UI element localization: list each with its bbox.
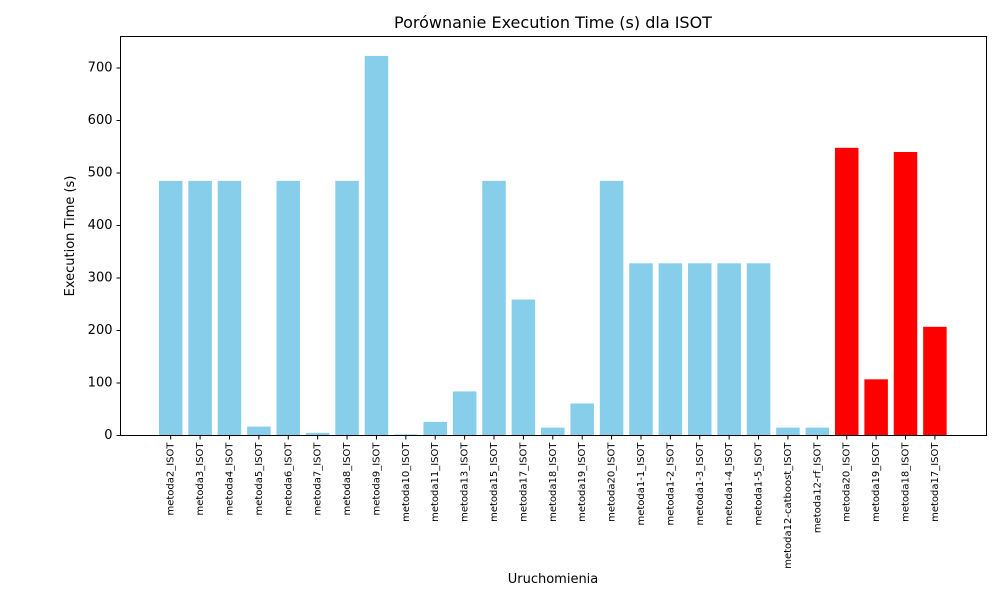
bar-metoda4_ISOT <box>217 180 242 436</box>
bar-metoda6_ISOT <box>276 180 301 436</box>
x-tick-label: metoda18_ISOT <box>548 442 559 522</box>
bar-metoda8_ISOT <box>335 180 359 436</box>
x-tick-label: metoda1-2_ISOT <box>665 442 676 526</box>
x-tick-label: metoda10_ISOT <box>401 442 412 522</box>
x-tick-label: metoda1-4_ISOT <box>724 442 735 526</box>
bar-metoda1-4_ISOT <box>717 263 741 436</box>
chart-title: Porównanie Execution Time (s) dla ISOT <box>394 13 712 32</box>
bar-metoda1-1_ISOT <box>629 263 653 436</box>
bar-metoda7_ISOT <box>305 432 330 436</box>
x-tick-label: metoda9_ISOT <box>371 442 382 516</box>
y-tick-label: 700 <box>88 61 113 76</box>
x-tick-label: metoda17_ISOT <box>930 442 941 522</box>
bar-metoda20_ISOT <box>834 147 859 436</box>
bar-metoda2_ISOT <box>158 180 183 436</box>
bar-metoda13_ISOT <box>452 391 477 436</box>
bar-metoda18_ISOT <box>541 427 565 436</box>
x-tick-label: metoda2_ISOT <box>166 442 177 516</box>
x-tick-label: metoda18_ISOT <box>901 442 912 522</box>
bar-metoda19_ISOT <box>570 403 594 436</box>
x-tick-label: metoda8_ISOT <box>342 442 353 516</box>
x-tick-label: metoda13_ISOT <box>460 442 471 522</box>
bar-metoda5_ISOT <box>247 426 271 436</box>
y-axis-label: Execution Time (s) <box>63 176 78 297</box>
x-axis-label: Uruchomienia <box>508 572 599 587</box>
x-tick-label: metoda1-3_ISOT <box>695 442 706 526</box>
y-tick-label: 200 <box>88 323 113 338</box>
bar-metoda12-catboost_ISOT <box>776 427 800 436</box>
x-tick-label: metoda20_ISOT <box>842 442 853 522</box>
x-tick-label: metoda19_ISOT <box>577 442 588 522</box>
y-tick-label: 300 <box>88 271 113 286</box>
y-tick-label: 100 <box>88 376 113 391</box>
y-axis: 0 100 200 300 400 500 600 700 <box>88 61 121 443</box>
y-tick-label: 500 <box>88 166 113 181</box>
bars-group <box>158 55 947 436</box>
y-tick-label: 400 <box>88 218 113 233</box>
x-tick-label: metoda1-1_ISOT <box>636 442 647 526</box>
bar-metoda3_ISOT <box>188 180 212 436</box>
x-tick-label: metoda5_ISOT <box>254 442 265 516</box>
bar-metoda15_ISOT <box>482 180 506 436</box>
x-tick-label: metoda4_ISOT <box>224 442 235 516</box>
x-tick-label: metoda1-5_ISOT <box>754 442 765 526</box>
bar-metoda17_ISOT <box>511 299 536 436</box>
x-tick-label: metoda19_ISOT <box>871 442 882 522</box>
bar-metoda12-rf_ISOT <box>805 427 830 436</box>
bar-metoda19_ISOT <box>864 379 888 436</box>
bar-metoda20_ISOT <box>599 180 624 436</box>
x-tick-label: metoda6_ISOT <box>283 442 294 516</box>
plot-frame <box>120 36 987 436</box>
bar-metoda1-3_ISOT <box>688 263 712 436</box>
x-tick-label: metoda12-rf_ISOT <box>812 442 823 534</box>
x-tick-label: metoda11_ISOT <box>430 442 441 522</box>
x-tick-label: metoda15_ISOT <box>489 442 500 522</box>
bar-metoda10_ISOT <box>394 434 418 436</box>
y-tick-label: 600 <box>88 113 113 128</box>
bar-metoda11_ISOT <box>423 421 447 436</box>
bar-metoda1-5_ISOT <box>746 263 771 436</box>
x-axis: metoda2_ISOT metoda3_ISOT metoda4_ISOT meto… <box>166 435 941 569</box>
y-tick-label: 0 <box>104 428 112 443</box>
x-tick-label: metoda12-catboost_ISOT <box>783 442 794 569</box>
bar-metoda18_ISOT <box>893 152 918 436</box>
bar-metoda17_ISOT <box>923 326 947 436</box>
x-tick-label: metoda17_ISOT <box>518 442 529 522</box>
bar-metoda1-2_ISOT <box>658 263 683 436</box>
x-tick-label: metoda7_ISOT <box>313 442 324 516</box>
bar-metoda9_ISOT <box>364 55 389 436</box>
x-tick-label: metoda20_ISOT <box>607 442 618 522</box>
x-tick-label: metoda3_ISOT <box>195 442 206 516</box>
